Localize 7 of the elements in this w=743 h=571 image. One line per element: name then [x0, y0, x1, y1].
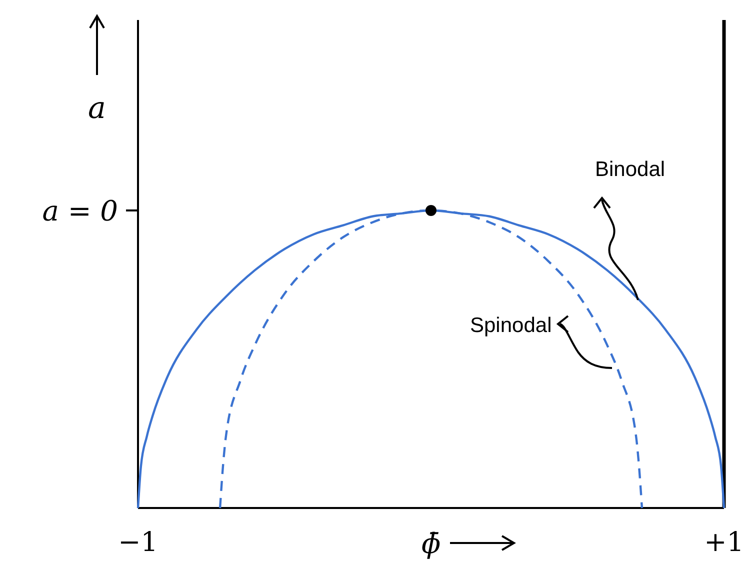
- x-axis-title: ϕ̄: [421, 527, 441, 560]
- x-tick-label: +1: [704, 527, 743, 558]
- text: Binodal: [595, 158, 666, 181]
- y-axis-title: a: [88, 91, 106, 126]
- series-label: Spinodal: [470, 314, 552, 337]
- x-tick-label: −1: [118, 527, 158, 558]
- text: a = 0: [42, 194, 118, 228]
